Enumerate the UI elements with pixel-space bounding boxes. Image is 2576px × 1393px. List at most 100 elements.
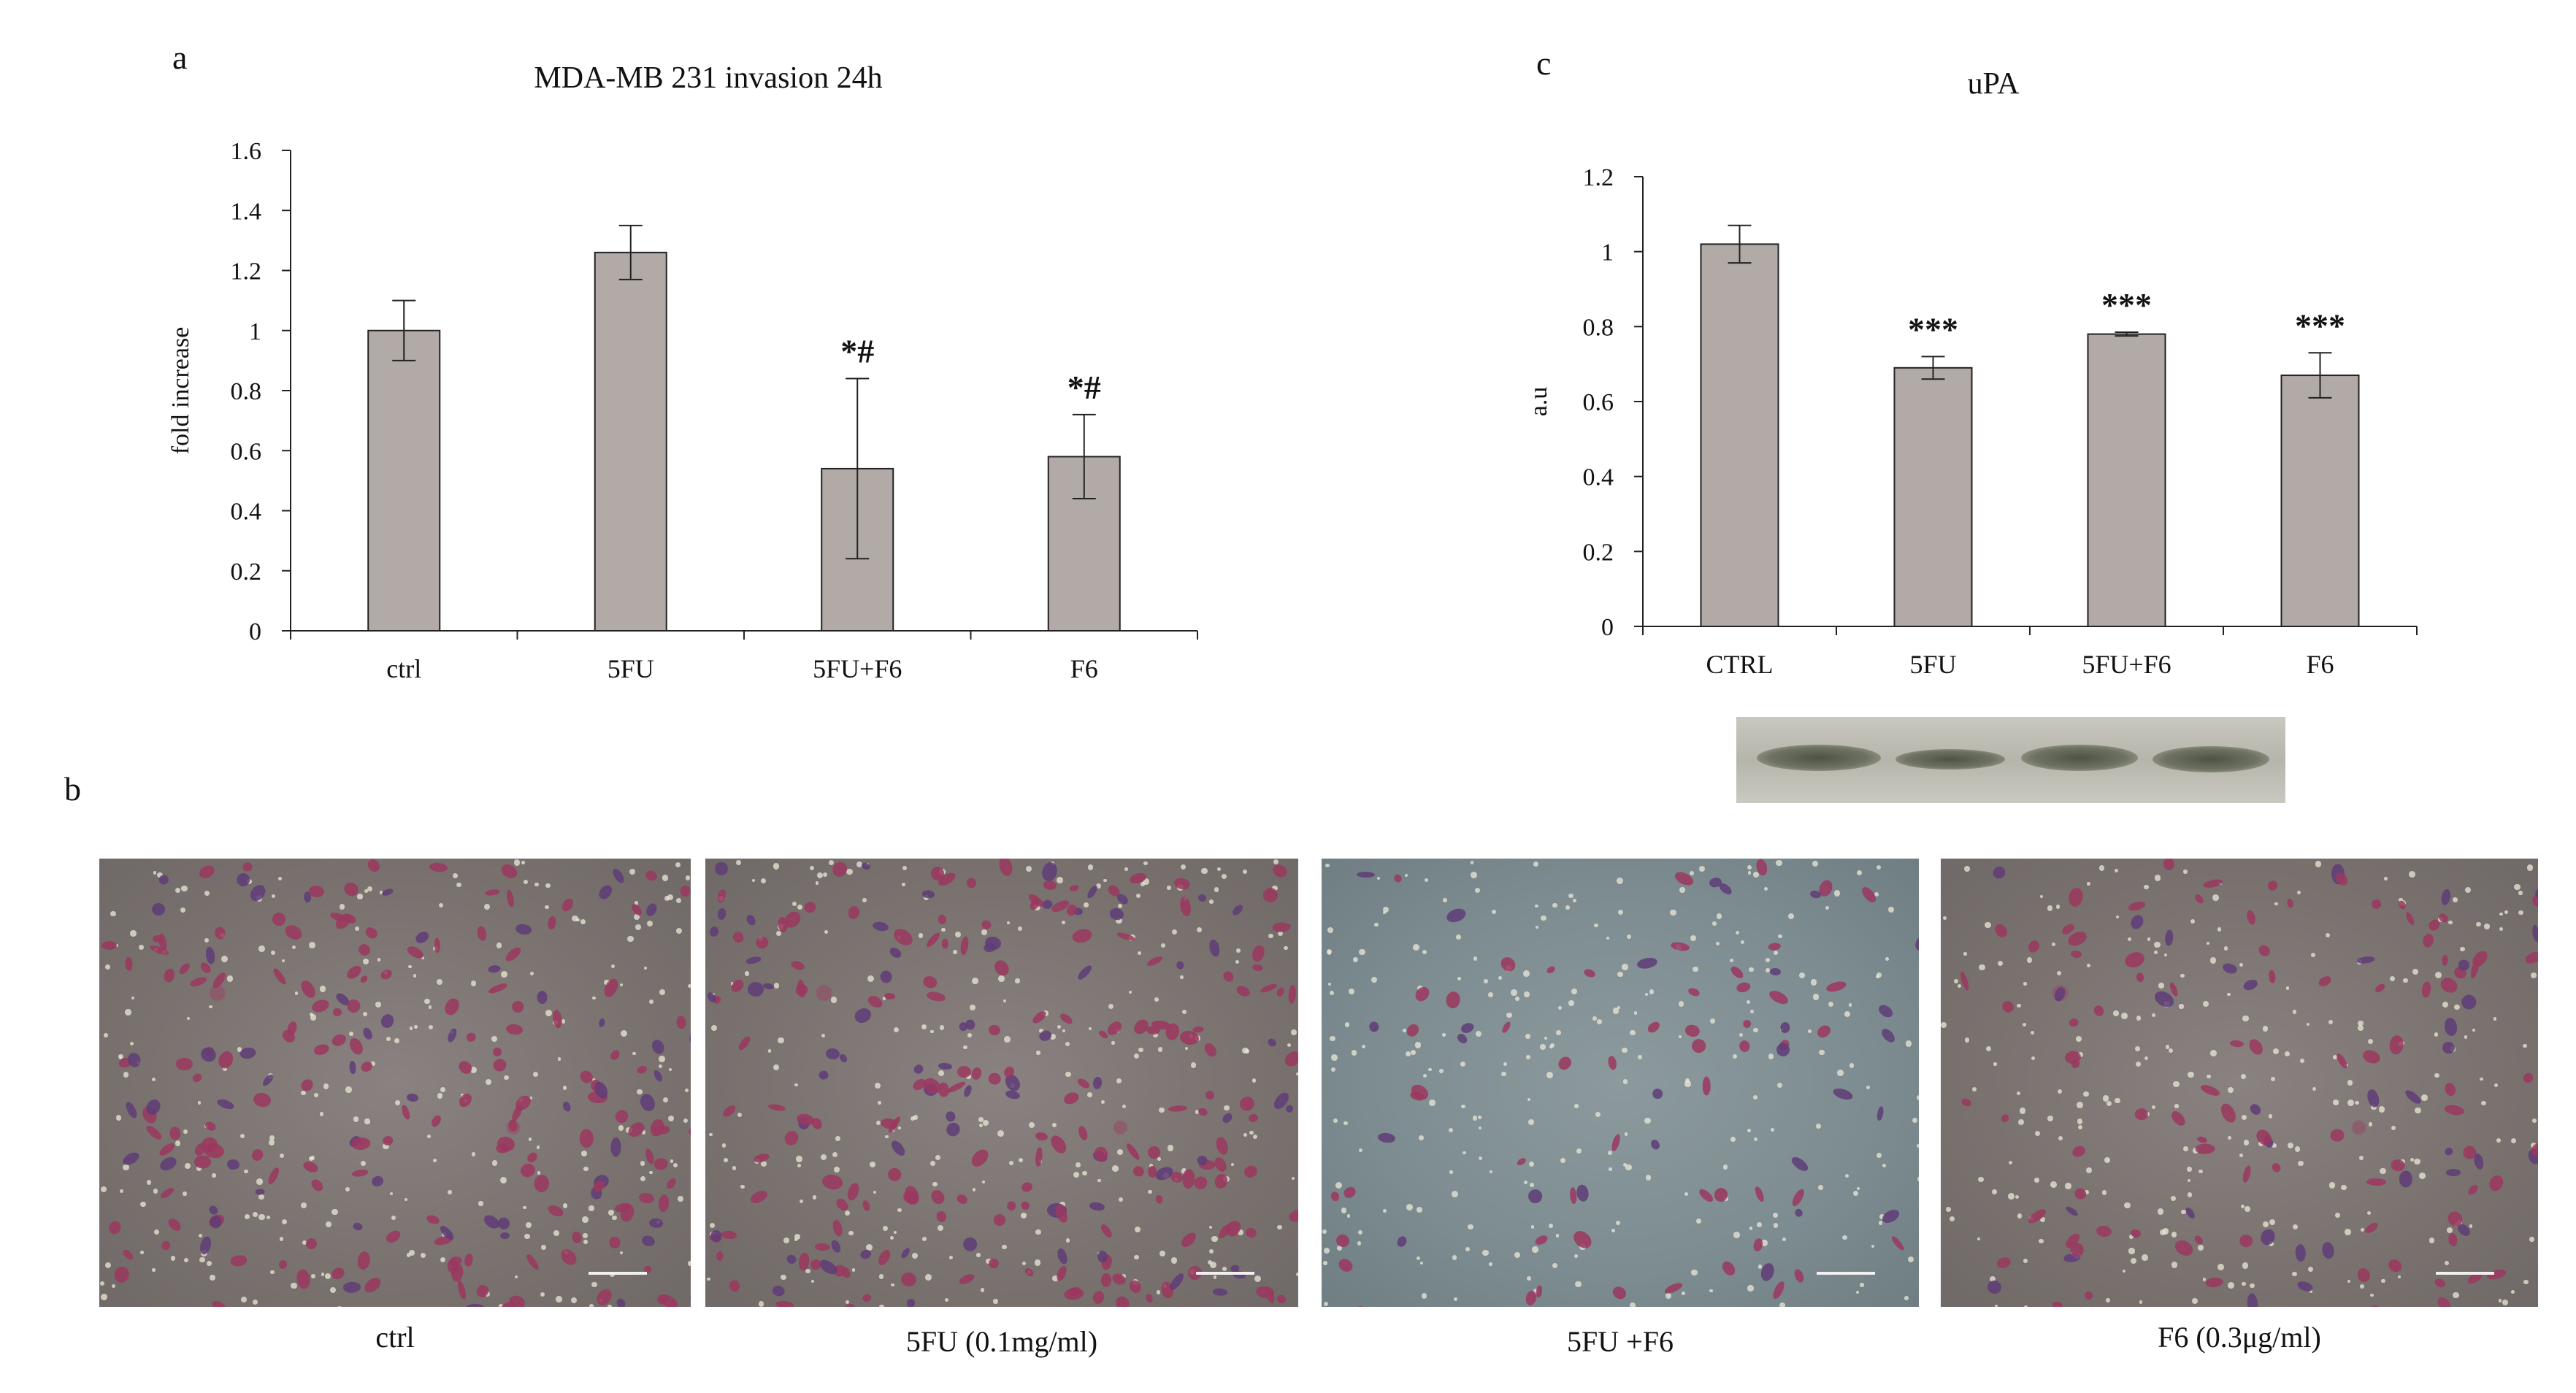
debris-speck (1442, 1033, 1446, 1037)
debris-speck (310, 1014, 317, 1021)
stained-cell (429, 862, 448, 873)
stained-cell (637, 1091, 658, 1114)
stained-cell (1285, 1104, 1295, 1114)
stained-cell (1990, 864, 2008, 882)
debris-speck (2207, 1074, 2211, 1079)
debris-speck (1716, 913, 1722, 919)
stained-cell (400, 1104, 412, 1121)
debris-speck (1488, 992, 1494, 998)
debris-speck (902, 865, 908, 871)
debris-speck (1111, 1041, 1115, 1045)
upa-bar-5fu (1893, 367, 1973, 627)
debris-speck (2453, 1292, 2459, 1299)
debris-speck (2445, 1260, 2450, 1265)
debris-speck (2355, 1101, 2359, 1105)
debris-speck (939, 1024, 945, 1030)
stained-cell (2369, 897, 2384, 912)
stained-cell (356, 942, 372, 958)
debris-speck (1678, 1001, 1684, 1007)
debris-speck (1118, 904, 1123, 909)
stained-cell (2435, 1294, 2453, 1307)
debris-speck (1244, 1048, 1249, 1054)
debris-speck (2151, 1013, 2155, 1017)
debris-speck (851, 1268, 855, 1272)
stained-cell (2134, 1108, 2148, 1121)
stained-cell (1178, 895, 1193, 918)
upa-category-label: 5FU+F6 (2082, 650, 2171, 679)
stained-cell (2127, 899, 2147, 912)
debris-speck (2523, 1044, 2527, 1048)
stained-cell (2064, 1205, 2079, 1218)
stained-cell (250, 1146, 266, 1163)
debris-speck (1764, 887, 1768, 891)
debris-speck (1765, 968, 1770, 973)
stained-cell (781, 1128, 801, 1148)
stained-cell (1115, 931, 1136, 943)
micrograph-label-f6: F6 (0.3μg/ml) (2158, 1321, 2321, 1354)
debris-speck (1773, 1212, 1779, 1218)
stained-cell (150, 902, 166, 917)
debris-speck (2103, 1095, 2109, 1102)
debris-speck (1065, 1238, 1070, 1243)
debris-speck (1815, 1123, 1821, 1129)
debris-speck (185, 1163, 191, 1169)
debris-speck (2210, 1049, 2217, 1056)
debris-speck (206, 1261, 212, 1267)
debris-speck (1154, 997, 1159, 1002)
debris-speck (809, 866, 814, 871)
debris-speck (2368, 1038, 2374, 1044)
micrograph-label-5fu-f6: 5FU +F6 (1567, 1325, 1674, 1358)
debris-speck (2472, 1028, 2476, 1032)
debris-speck (1291, 1029, 1297, 1035)
debris-speck (1754, 1137, 1758, 1141)
debris-speck (2127, 937, 2131, 941)
debris-speck (972, 978, 979, 984)
debris-speck (153, 1229, 159, 1235)
debris-speck (2183, 870, 2188, 874)
debris-speck (1943, 916, 1947, 920)
debris-speck (2180, 973, 2185, 978)
debris-speck (794, 1083, 798, 1087)
debris-speck (767, 1049, 772, 1053)
debris-speck (866, 1244, 873, 1251)
debris-speck (1541, 915, 1546, 921)
stained-cell (2446, 1169, 2461, 1176)
debris-speck (1778, 934, 1782, 939)
debris-speck (856, 861, 862, 867)
debris-speck (1548, 1224, 1554, 1229)
stained-cell (1729, 964, 1745, 981)
debris-speck (2226, 992, 2231, 997)
debris-speck (1249, 1130, 1254, 1135)
debris-speck (1112, 1165, 1119, 1173)
debris-speck (1382, 911, 1386, 914)
stained-cell (815, 1243, 831, 1251)
debris-speck (1611, 1229, 1615, 1232)
debris-speck (1730, 1136, 1736, 1142)
debris-speck (1592, 1016, 1597, 1021)
debris-speck (2299, 1059, 2304, 1064)
stained-cell (712, 859, 731, 878)
debris-speck (2026, 957, 2033, 963)
debris-speck (1556, 1030, 1562, 1036)
debris-speck (382, 1143, 389, 1150)
debris-speck (386, 1036, 391, 1041)
debris-speck (2311, 952, 2316, 957)
debris-speck (181, 885, 188, 891)
debris-speck (1523, 1180, 1527, 1184)
debris-speck (1330, 1067, 1335, 1072)
stained-cell (2443, 1103, 2465, 1117)
debris-speck (1243, 869, 1248, 874)
debris-speck (2212, 894, 2219, 902)
debris-speck (329, 1286, 337, 1294)
stained-cell (235, 872, 252, 888)
debris-speck (204, 890, 210, 896)
debris-speck (2483, 924, 2490, 929)
stained-cell (1525, 1186, 1545, 1206)
debris-speck (1912, 1117, 1917, 1123)
debris-speck (1576, 1148, 1582, 1154)
debris-speck (345, 1187, 350, 1192)
stained-cell (1202, 1040, 1219, 1059)
invasion-y-tick-label: 1.6 (231, 138, 262, 165)
stained-cell (364, 925, 380, 941)
debris-speck (1670, 909, 1676, 916)
